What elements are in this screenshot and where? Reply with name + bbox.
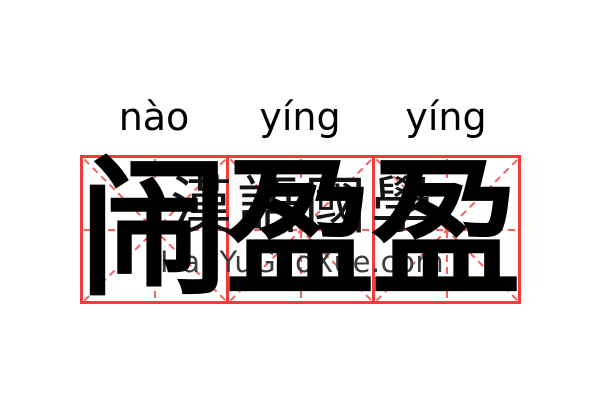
character-3: 盈 [371,141,522,317]
character-1: 闹 [79,141,230,317]
watermark-site-text: HanYuGuoXue.com [160,245,445,279]
watermark-hanzi-text: 漢語國學 [170,169,439,242]
pinyin-syllable-3: yíng [405,95,487,139]
tianzige-grid [80,155,521,304]
pinyin-syllable-1: nào [118,95,190,139]
pinyin-syllable-2: yíng [259,95,341,139]
character-2: 盈 [225,141,376,317]
tianzige-cell-3 [372,155,521,304]
